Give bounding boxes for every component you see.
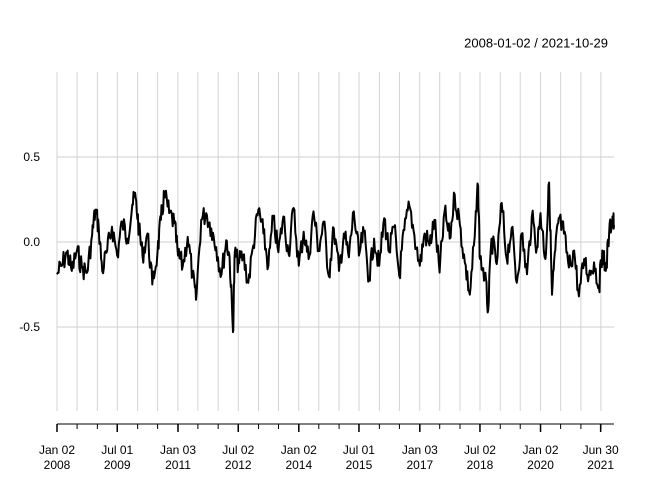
x-tick-label-year: 2020 <box>527 458 554 472</box>
y-tick-label: 0.0 <box>23 235 40 249</box>
x-tick-label-date: Jul 01 <box>343 443 375 457</box>
x-tick-label-date: Jul 02 <box>222 443 254 457</box>
x-tick-label-date: Jun 30 <box>583 443 619 457</box>
x-tick-label-date: Jan 03 <box>402 443 438 457</box>
x-tick-label-year: 2012 <box>225 458 252 472</box>
x-tick-label-date: Jul 01 <box>101 443 133 457</box>
x-tick-label-date: Jan 02 <box>281 443 317 457</box>
y-tick-label: -0.5 <box>19 320 40 334</box>
x-tick-label-year: 2008 <box>44 458 71 472</box>
y-axis-labels: 0.5 0.0 -0.5 <box>19 150 40 334</box>
x-tick-label-date: Jan 02 <box>39 443 75 457</box>
x-tick-label-year: 2015 <box>346 458 373 472</box>
x-tick-label-date: Jan 02 <box>523 443 559 457</box>
x-tick-label-date: Jan 03 <box>160 443 196 457</box>
x-tick-label-year: 2011 <box>165 458 191 472</box>
x-tick-label-year: 2009 <box>104 458 131 472</box>
series-line <box>56 181 615 334</box>
y-tick-label: 0.5 <box>23 150 40 164</box>
x-tick-label-year: 2021 <box>587 458 614 472</box>
date-range-label: 2008-01-02 / 2021-10-29 <box>464 36 608 51</box>
x-tick-label-year: 2017 <box>406 458 433 472</box>
x-tick-label-date: Jul 02 <box>464 443 496 457</box>
x-tick-label-year: 2018 <box>467 458 494 472</box>
x-tick-label-year: 2014 <box>285 458 312 472</box>
